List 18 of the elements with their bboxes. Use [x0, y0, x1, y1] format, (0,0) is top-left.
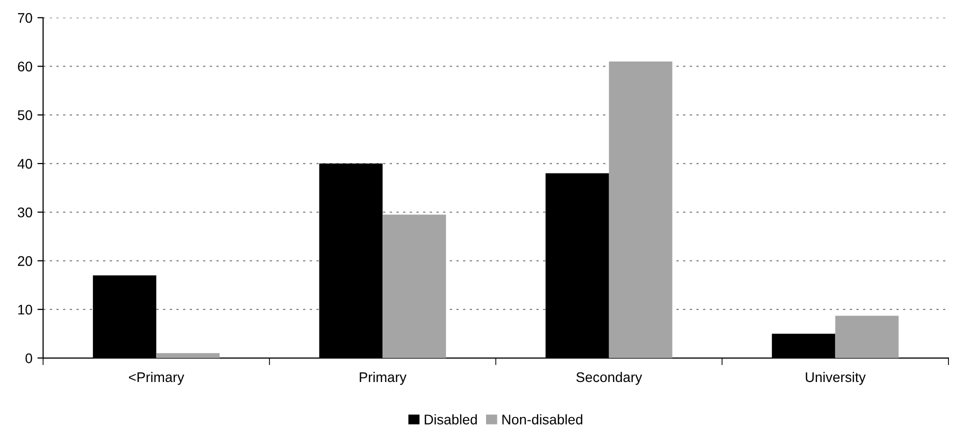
y-tick-label: 70 [18, 13, 32, 23]
bar [835, 316, 899, 358]
y-tick-label: 20 [18, 256, 32, 266]
bar [156, 353, 220, 358]
bar [382, 214, 446, 358]
y-tick-label: 10 [18, 304, 32, 315]
y-tick-label: 0 [26, 353, 32, 364]
bar [608, 61, 672, 358]
y-tick-label: 40 [18, 158, 32, 169]
x-tick-label: <Primary [128, 372, 184, 385]
legend-label: Disabled [424, 414, 477, 424]
x-tick-label: University [806, 372, 866, 385]
x-tick-label: Secondary [576, 372, 642, 385]
y-tick-label: 30 [18, 207, 32, 218]
y-tick-label: 60 [18, 62, 32, 72]
y-tick-label: 50 [18, 110, 32, 120]
legend-label: Non-disabled [502, 414, 582, 424]
x-tick-label: Primary [360, 372, 406, 385]
